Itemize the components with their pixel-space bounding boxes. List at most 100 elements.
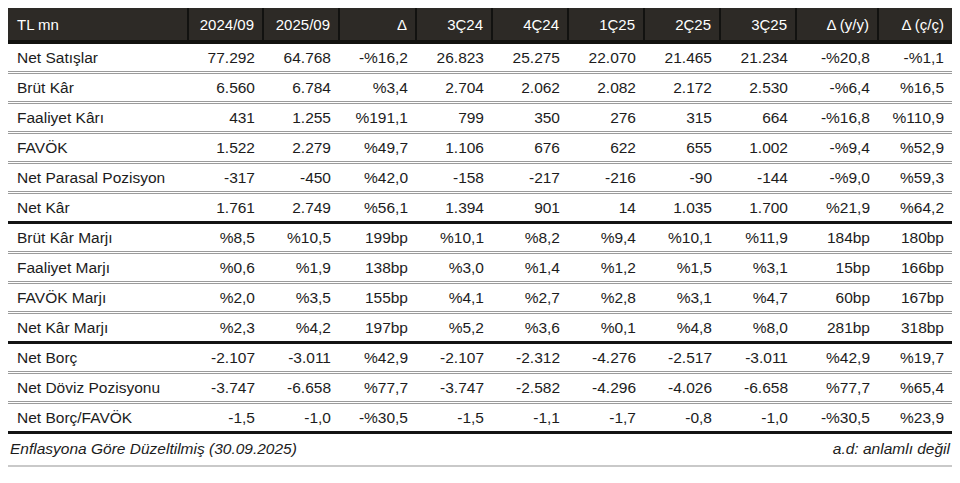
cell-value: 180bp bbox=[878, 223, 952, 253]
cell-value: 199bp bbox=[339, 223, 416, 253]
cell-value: %1,2 bbox=[568, 253, 644, 283]
cell-value: -%16,8 bbox=[796, 103, 878, 133]
cell-value: %3,5 bbox=[263, 283, 339, 313]
cell-value: 14 bbox=[568, 193, 644, 223]
cell-value: %191,1 bbox=[339, 103, 416, 133]
cell-value: 6.784 bbox=[263, 73, 339, 103]
table-row: Net Satışlar77.29264.768-%16,226.82325.2… bbox=[8, 42, 952, 73]
table-footnotes: Enflasyona Göre Düzeltilmiş (30.09.2025)… bbox=[8, 434, 952, 467]
cell-value: 25.275 bbox=[492, 42, 568, 73]
cell-value: %4,2 bbox=[263, 313, 339, 343]
cell-value: -1,5 bbox=[188, 403, 263, 433]
cell-value: 655 bbox=[644, 133, 720, 163]
row-label: Net Kâr Marjı bbox=[8, 313, 188, 343]
cell-value: %10,5 bbox=[263, 223, 339, 253]
cell-value: 1.394 bbox=[416, 193, 492, 223]
table-row: FAVÖK Marjı%2,0%3,5155bp%4,1%2,7%2,8%3,1… bbox=[8, 283, 952, 313]
cell-value: -217 bbox=[492, 163, 568, 193]
cell-value: 350 bbox=[492, 103, 568, 133]
cell-value: 21.234 bbox=[720, 42, 796, 73]
cell-value: -1,0 bbox=[263, 403, 339, 433]
cell-value: %4,7 bbox=[720, 283, 796, 313]
cell-value: %0,6 bbox=[188, 253, 263, 283]
cell-value: -%9,0 bbox=[796, 163, 878, 193]
cell-value: %10,1 bbox=[416, 223, 492, 253]
cell-value: 622 bbox=[568, 133, 644, 163]
cell-value: %52,9 bbox=[878, 133, 952, 163]
cell-value: 1.700 bbox=[720, 193, 796, 223]
table-header: TL mn 2024/09 2025/09 Δ 3Ç24 4Ç24 1Ç25 2… bbox=[8, 8, 952, 42]
header-row: TL mn 2024/09 2025/09 Δ 3Ç24 4Ç24 1Ç25 2… bbox=[8, 8, 952, 42]
cell-value: %64,2 bbox=[878, 193, 952, 223]
row-label: Net Döviz Pozisyonu bbox=[8, 373, 188, 403]
cell-value: 2.749 bbox=[263, 193, 339, 223]
cell-value: -0,8 bbox=[644, 403, 720, 433]
cell-value: 197bp bbox=[339, 313, 416, 343]
cell-value: 281bp bbox=[796, 313, 878, 343]
cell-value: %3,6 bbox=[492, 313, 568, 343]
table-body: Net Satışlar77.29264.768-%16,226.82325.2… bbox=[8, 42, 952, 433]
cell-value: %4,1 bbox=[416, 283, 492, 313]
cell-value: 901 bbox=[492, 193, 568, 223]
row-label: Faaliyet Kârı bbox=[8, 103, 188, 133]
cell-value: -90 bbox=[644, 163, 720, 193]
cell-value: 1.255 bbox=[263, 103, 339, 133]
table-row: Brüt Kâr6.5606.784%3,42.7042.0622.0822.1… bbox=[8, 73, 952, 103]
cell-value: %8,5 bbox=[188, 223, 263, 253]
cell-value: %77,7 bbox=[796, 373, 878, 403]
row-label: FAVÖK bbox=[8, 133, 188, 163]
cell-value: %21,9 bbox=[796, 193, 878, 223]
cell-value: 184bp bbox=[796, 223, 878, 253]
cell-value: %110,9 bbox=[878, 103, 952, 133]
cell-value: -2.312 bbox=[492, 343, 568, 373]
col-header-2025-09: 2025/09 bbox=[263, 8, 339, 42]
cell-value: -3.747 bbox=[416, 373, 492, 403]
cell-value: 21.465 bbox=[644, 42, 720, 73]
cell-value: %2,8 bbox=[568, 283, 644, 313]
cell-value: 799 bbox=[416, 103, 492, 133]
col-header-tl-mn: TL mn bbox=[8, 8, 188, 42]
row-label: Net Kâr bbox=[8, 193, 188, 223]
cell-value: 1.035 bbox=[644, 193, 720, 223]
cell-value: -%30,5 bbox=[339, 403, 416, 433]
cell-value: 1.761 bbox=[188, 193, 263, 223]
row-label: Net Parasal Pozisyon bbox=[8, 163, 188, 193]
cell-value: 166bp bbox=[878, 253, 952, 283]
col-header-2c25: 2Ç25 bbox=[644, 8, 720, 42]
cell-value: %8,0 bbox=[720, 313, 796, 343]
cell-value: -216 bbox=[568, 163, 644, 193]
cell-value: %65,4 bbox=[878, 373, 952, 403]
row-label: Brüt Kâr Marjı bbox=[8, 223, 188, 253]
cell-value: %0,1 bbox=[568, 313, 644, 343]
cell-value: -158 bbox=[416, 163, 492, 193]
cell-value: %1,4 bbox=[492, 253, 568, 283]
cell-value: 26.823 bbox=[416, 42, 492, 73]
col-header-delta-cc: Δ (ç/ç) bbox=[878, 8, 952, 42]
cell-value: 2.082 bbox=[568, 73, 644, 103]
table-row: Faaliyet Kârı4311.255%191,17993502763156… bbox=[8, 103, 952, 133]
cell-value: -3.011 bbox=[720, 343, 796, 373]
row-label: Brüt Kâr bbox=[8, 73, 188, 103]
cell-value: %10,1 bbox=[644, 223, 720, 253]
cell-value: -2.517 bbox=[644, 343, 720, 373]
cell-value: -2.107 bbox=[188, 343, 263, 373]
cell-value: -3.747 bbox=[188, 373, 263, 403]
cell-value: %16,5 bbox=[878, 73, 952, 103]
cell-value: -3.011 bbox=[263, 343, 339, 373]
cell-value: -2.107 bbox=[416, 343, 492, 373]
cell-value: 2.530 bbox=[720, 73, 796, 103]
table-row: Net Döviz Pozisyonu-3.747-6.658%77,7-3.7… bbox=[8, 373, 952, 403]
cell-value: -4.276 bbox=[568, 343, 644, 373]
cell-value: -450 bbox=[263, 163, 339, 193]
footnote-ad-legend: a.d: anlamlı değil bbox=[833, 440, 950, 458]
cell-value: 315 bbox=[644, 103, 720, 133]
row-label: FAVÖK Marjı bbox=[8, 283, 188, 313]
cell-value: 138bp bbox=[339, 253, 416, 283]
cell-value: -%9,4 bbox=[796, 133, 878, 163]
cell-value: 167bp bbox=[878, 283, 952, 313]
cell-value: 2.062 bbox=[492, 73, 568, 103]
col-header-1c25: 1Ç25 bbox=[568, 8, 644, 42]
table-row: FAVÖK1.5222.279%49,71.1066766226551.002-… bbox=[8, 133, 952, 163]
row-label: Net Borç bbox=[8, 343, 188, 373]
footnote-inflation-adjusted: Enflasyona Göre Düzeltilmiş (30.09.2025) bbox=[10, 440, 297, 458]
